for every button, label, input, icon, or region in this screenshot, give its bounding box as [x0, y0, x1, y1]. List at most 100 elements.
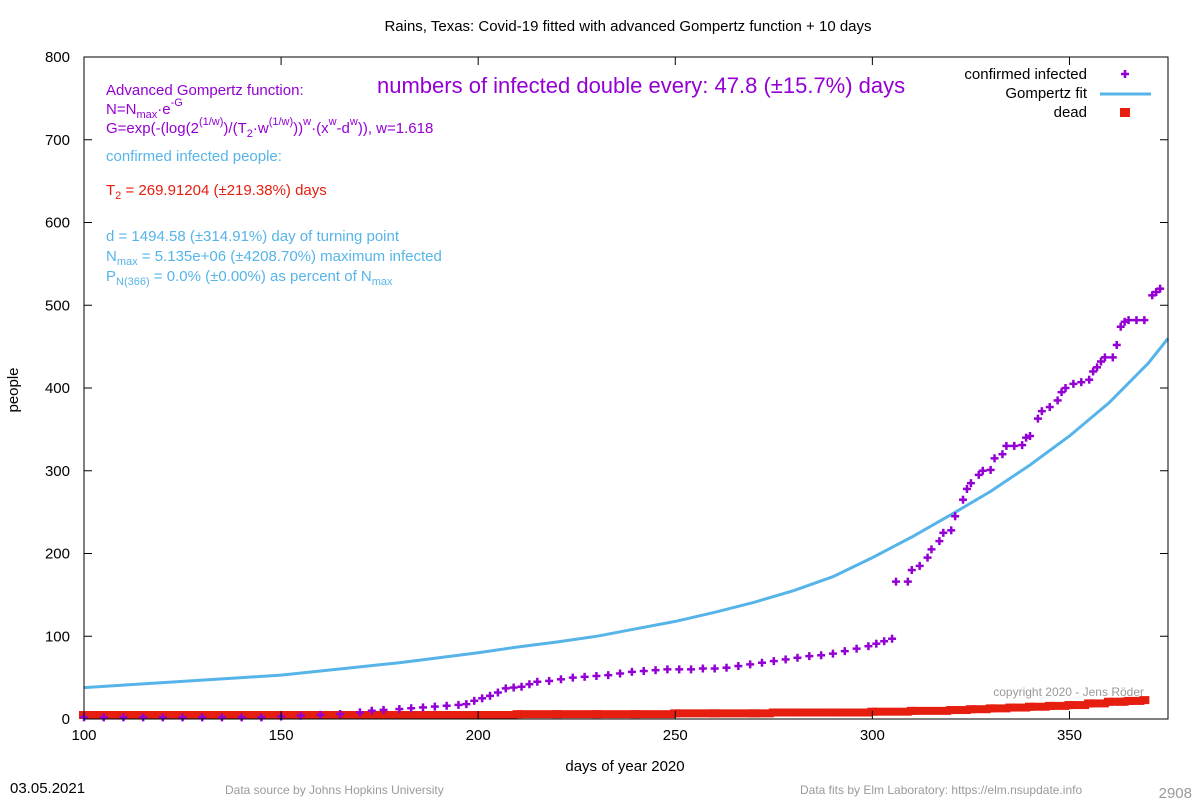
infected-point — [1140, 316, 1149, 325]
dead-band — [478, 711, 518, 719]
dead-band — [773, 708, 794, 717]
dead-band — [1010, 703, 1031, 712]
infected-point — [1033, 414, 1042, 423]
infected-point — [1045, 403, 1054, 412]
infected-point — [888, 634, 897, 643]
dead-band — [596, 710, 636, 719]
infected-point — [746, 660, 755, 669]
infected-point — [462, 700, 471, 709]
legend-marker-infected — [1121, 70, 1129, 78]
infected-point — [1132, 316, 1141, 325]
infected-point — [1100, 353, 1109, 362]
infected-point — [852, 644, 861, 653]
infected-point — [828, 649, 837, 658]
dead-band — [1128, 696, 1145, 705]
infected-point — [892, 577, 901, 586]
infected-point — [407, 704, 416, 713]
infected-point — [454, 700, 463, 709]
dead-band — [1089, 699, 1109, 708]
dead-band — [675, 709, 715, 718]
x-tick-label: 300 — [860, 727, 885, 744]
footer-source: Data source by Johns Hopkins University — [225, 783, 444, 797]
y-tick-label: 800 — [45, 49, 70, 66]
infected-point — [966, 479, 975, 488]
infected-point — [158, 713, 167, 722]
infected-point — [710, 664, 719, 673]
dead-band — [557, 710, 597, 719]
infected-point — [257, 713, 266, 722]
infected-point — [675, 665, 684, 674]
doubling-annotation: numbers of infected double every: 47.8 (… — [377, 73, 905, 98]
formula-g: G=exp(-(log(2(1/w))/(T2·w(1/w)))w·(xw-dw… — [106, 116, 433, 140]
infected-point — [935, 537, 944, 546]
x-tick-label: 350 — [1057, 727, 1082, 744]
infected-point — [1069, 379, 1078, 388]
infected-point — [336, 710, 345, 719]
infected-point — [178, 713, 187, 722]
footer-number: 2908 — [1159, 785, 1192, 800]
infected-point — [478, 694, 487, 703]
infected-point — [568, 673, 577, 682]
infected-point — [604, 671, 613, 680]
infected-point — [296, 711, 305, 720]
infected-point — [470, 696, 479, 705]
infected-point — [1112, 340, 1121, 349]
copyright-notice: copyright 2020 - Jens Röder — [993, 685, 1144, 699]
y-axis-label: people — [5, 367, 22, 412]
infected-point — [1089, 367, 1098, 376]
infected-point — [939, 528, 948, 537]
infected-point — [556, 675, 565, 684]
infected-point — [501, 684, 510, 693]
legend-label-infected: confirmed infected — [964, 66, 1087, 83]
infected-point — [493, 688, 502, 697]
infected-point — [1002, 441, 1011, 450]
x-tick-label: 150 — [269, 727, 294, 744]
fit-line — [83, 337, 1170, 690]
annotations: numbers of infected double every: 47.8 (… — [106, 73, 905, 288]
infected-point — [872, 639, 881, 648]
infected-point — [1085, 375, 1094, 384]
plot-frame — [83, 56, 1169, 720]
infected-point — [907, 566, 916, 575]
dead-band — [714, 709, 755, 718]
infected-point — [923, 553, 932, 562]
confirmed-heading: confirmed infected people: — [106, 148, 282, 165]
dead-band — [793, 708, 833, 717]
dead-band — [1049, 701, 1070, 710]
formula-n: N=Nmax·e-G — [106, 97, 183, 121]
y-tick-label: 300 — [45, 463, 70, 480]
infected-point — [793, 653, 802, 662]
infected-point — [545, 676, 554, 685]
dead-band — [399, 711, 479, 719]
infected-point — [217, 713, 226, 722]
legend-label-dead: dead — [1054, 104, 1087, 121]
infected-point — [951, 512, 960, 521]
infected-point — [757, 658, 766, 667]
infected-point — [517, 682, 526, 691]
infected-point — [978, 466, 987, 475]
infected-point — [903, 577, 912, 586]
infected-point — [379, 705, 388, 714]
infected-point — [1124, 316, 1133, 325]
dead-band — [635, 710, 676, 719]
infected-point — [139, 713, 148, 722]
infected-point — [722, 663, 731, 672]
dead-point — [1139, 696, 1150, 705]
infected-point — [580, 672, 589, 681]
infected-point — [781, 655, 790, 664]
infected-point — [316, 710, 325, 719]
dead-band — [832, 708, 873, 717]
dead-band — [517, 710, 558, 719]
x-tick-label: 200 — [466, 727, 491, 744]
infected-point — [639, 667, 648, 676]
dead-band — [1030, 702, 1050, 711]
y-tick-label: 600 — [45, 215, 70, 232]
infected-point — [627, 667, 636, 676]
y-tick-label: 400 — [45, 380, 70, 397]
infected-point — [840, 647, 849, 656]
infected-point — [1093, 363, 1102, 372]
infected-point — [998, 450, 1007, 459]
chart-title: Rains, Texas: Covid-19 fitted with advan… — [384, 18, 871, 35]
infected-point — [486, 691, 495, 700]
legend: confirmed infected Gompertz fit dead — [964, 66, 1151, 121]
